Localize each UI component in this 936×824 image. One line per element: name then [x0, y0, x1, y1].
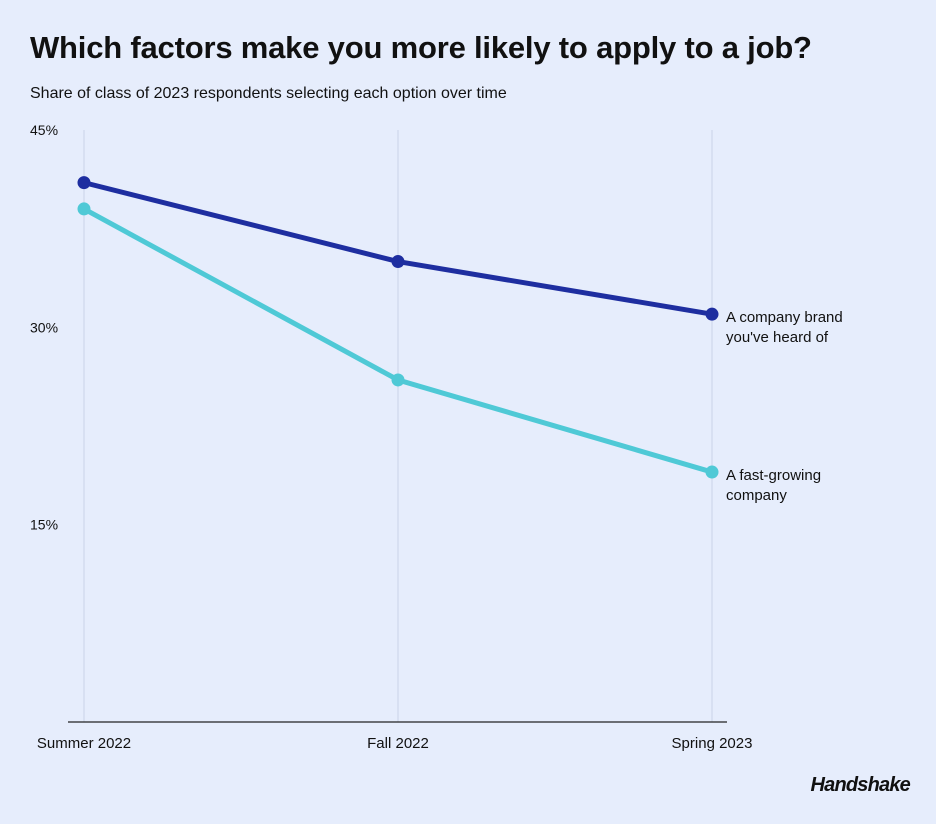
- data-point: [391, 373, 405, 387]
- x-tick-label: Summer 2022: [37, 735, 131, 752]
- x-tick-label: Spring 2023: [672, 735, 753, 752]
- handshake-logo: Handshake: [810, 774, 910, 796]
- x-tick-label: Fall 2022: [367, 735, 429, 752]
- series-label: A fast-growing: [726, 467, 821, 484]
- y-tick-label: 15%: [30, 517, 58, 533]
- y-tick-label: 30%: [30, 319, 58, 335]
- data-point: [705, 307, 719, 321]
- series-label: A company brand: [726, 309, 843, 326]
- data-point: [77, 176, 91, 190]
- chart-subtitle: Share of class of 2023 respondents selec…: [30, 85, 507, 102]
- series-label: company: [726, 487, 787, 504]
- y-tick-label: 45%: [30, 122, 58, 138]
- series-label: you've heard of: [726, 329, 829, 346]
- chart-title: Which factors make you more likely to ap…: [30, 30, 812, 65]
- data-point: [391, 255, 405, 269]
- data-point: [705, 465, 719, 479]
- data-point: [77, 202, 91, 216]
